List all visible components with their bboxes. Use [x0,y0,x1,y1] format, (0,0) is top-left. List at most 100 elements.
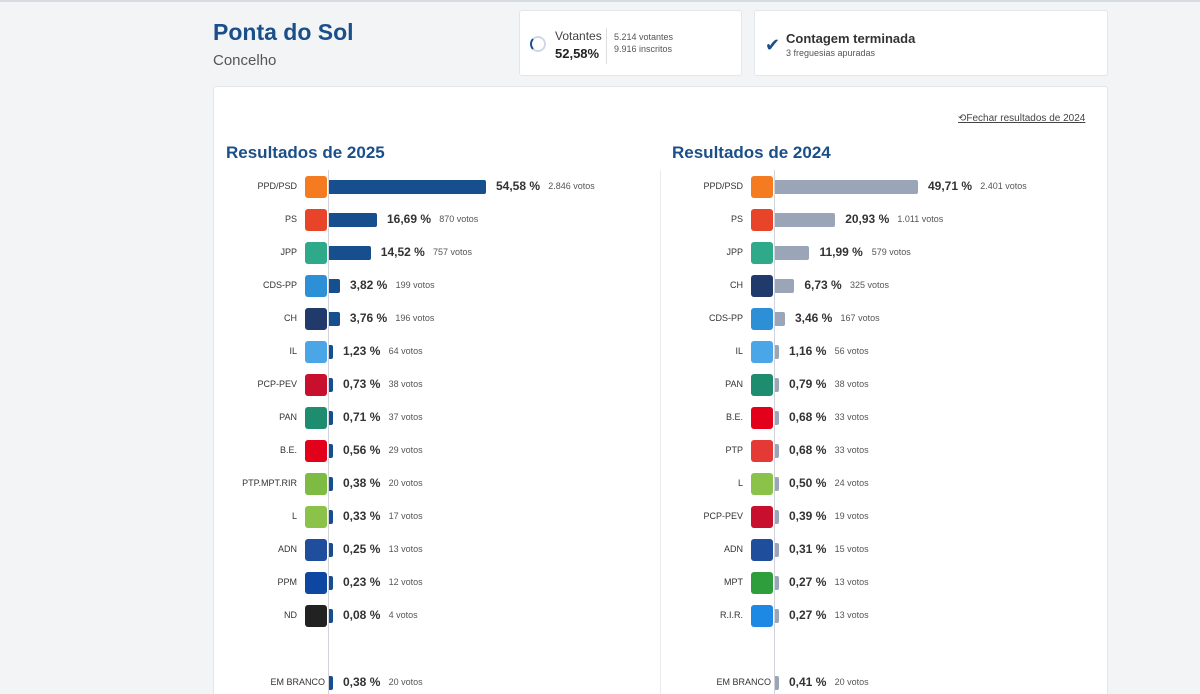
adn-icon [751,539,773,561]
result-votes: 13 votos [834,610,869,620]
result-votes: 20 votos [834,677,869,687]
result-votes: 2.846 votos [548,181,595,191]
party-name: EM BRANCO [716,677,771,687]
result-votes: 37 votos [388,412,423,422]
result-percent: 0,38 % [343,675,381,689]
jpp-icon [305,242,327,264]
result-percent: 0,79 % [789,377,827,391]
party-name: JPP [726,247,743,257]
party-name: PCP-PEV [257,379,297,389]
party-name: B.E. [279,445,297,455]
chega-icon [751,275,773,297]
party-name: PTP [725,445,743,455]
party-name: CH [284,313,297,323]
result-percent: 1,16 % [789,344,827,358]
party-name: CH [730,280,743,290]
result-votes: 325 votos [849,280,889,290]
result-votes: 4 votos [388,610,418,620]
result-votes: 19 votos [834,511,869,521]
result-votes: 33 votos [834,445,869,455]
result-percent: 3,46 % [794,311,833,325]
check-icon: ✔ [765,35,781,55]
pan-tree-icon [751,374,773,396]
count-status-title: Contagem terminada [786,31,916,46]
psd-arrow-icon [751,176,773,198]
cds-icon [305,275,327,297]
party-name: JPP [280,247,297,257]
votantes-count: 5.214 votantes [614,32,674,42]
result-votes: 196 votos [395,313,435,323]
result-votes: 17 votos [388,511,423,521]
party-name: ADN [723,544,743,554]
party-name: PPD/PSD [703,181,743,191]
result-percent: 0,50 % [789,476,827,490]
results-2025-title: Resultados de 2025 [226,143,385,162]
voters-percent: 52,58% [555,46,600,61]
result-bar [775,345,779,359]
pcp-hammer-icon [305,374,327,396]
result-percent: 0,68 % [789,410,827,424]
voters-divider [606,28,607,64]
voters-label: Votantes [555,29,602,43]
turnout-ring-icon [530,36,546,52]
result-bar [775,576,779,590]
party-name: MPT [724,577,743,587]
result-bar [775,477,779,491]
result-votes: 12 votos [388,577,423,587]
result-votes: 2.401 votos [980,181,1027,191]
result-bar [329,279,340,293]
close-2024-results-link[interactable]: ⟲Fechar resultados de 2024 [958,113,1085,124]
result-votes: 167 votos [840,313,880,323]
result-bar [329,676,333,690]
party-name: PS [730,214,743,224]
result-bar [329,510,333,524]
result-bar [775,312,785,326]
party-name: ADN [277,544,297,554]
results-2024-title: Resultados de 2024 [672,143,831,162]
result-bar [775,246,810,260]
be-star-icon [751,407,773,429]
party-name: PTP.MPT.RIR [242,478,297,488]
ptp-mpt-rir-icon [305,473,327,495]
result-votes: 757 votos [432,247,472,257]
jpp-icon [751,242,773,264]
result-votes: 38 votos [834,379,869,389]
result-bar [329,543,333,557]
party-name: CDS-PP [708,313,743,323]
result-bar [329,411,333,425]
result-bar [329,213,377,227]
result-percent: 0,33 % [343,509,381,523]
result-percent: 0,68 % [789,443,827,457]
pcp-hammer-icon [751,506,773,528]
ppm-icon [305,572,327,594]
result-bar [329,180,486,194]
result-percent: 49,71 % [927,179,973,193]
party-name: PPD/PSD [257,181,297,191]
result-percent: 0,27 % [789,608,827,622]
result-percent: 0,08 % [343,608,381,622]
result-percent: 20,93 % [845,212,890,226]
result-percent: 0,41 % [789,675,827,689]
result-bar [775,444,779,458]
top-divider [0,0,1200,2]
result-votes: 199 votos [395,280,435,290]
result-percent: 14,52 % [380,245,425,259]
ps-fist-icon [751,209,773,231]
result-votes: 38 votos [388,379,423,389]
axis-2024 [774,170,775,694]
party-name: R.I.R. [719,610,743,620]
livre-flower-icon [305,506,327,528]
result-votes: 579 votos [871,247,911,257]
be-star-icon [305,440,327,462]
result-percent: 0,27 % [789,575,827,589]
result-votes: 13 votos [834,577,869,587]
result-bar [329,444,333,458]
result-percent: 0,73 % [343,377,381,391]
result-bar [775,378,779,392]
result-bar [775,510,779,524]
result-votes: 64 votos [388,346,423,356]
close-2024-results-label: Fechar resultados de 2024 [966,113,1086,124]
adn-icon [305,539,327,561]
result-bar [329,345,333,359]
pan-tree-icon [305,407,327,429]
